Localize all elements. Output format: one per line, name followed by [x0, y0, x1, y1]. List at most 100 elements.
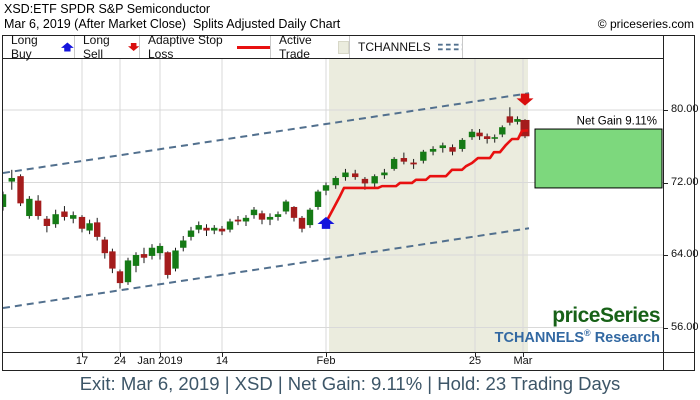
candle [306, 209, 314, 226]
legend-spacer [463, 36, 663, 58]
candle [250, 209, 258, 216]
x-tick-label: 25 [468, 355, 482, 367]
candle [86, 223, 93, 231]
legend-item-long-sell: Long Sell [75, 33, 140, 61]
candle [234, 219, 242, 222]
candle [274, 214, 282, 217]
adaptive-stop-loss-line [324, 129, 529, 223]
candle [420, 151, 427, 161]
tchannel-upper [3, 92, 530, 174]
candle [203, 227, 210, 231]
candle [483, 136, 491, 139]
chart-frame: Long Buy Long Sell Adaptive Stop Loss Ac… [2, 33, 699, 371]
stop-loss-line-icon [236, 45, 270, 49]
y-tick-label: 64.00 [671, 248, 699, 260]
x-tick [326, 353, 327, 357]
net-gain-label: Net Gain 9.11% [577, 116, 657, 128]
candle [109, 251, 116, 269]
net-gain-box [534, 128, 663, 189]
x-tick-label: Jan 2019 [137, 355, 183, 367]
candle [78, 216, 86, 229]
candle [43, 218, 51, 226]
y-tick [664, 327, 668, 329]
candle [361, 178, 369, 184]
candle [491, 137, 498, 139]
candle [70, 215, 77, 219]
legend-long-buy-label: Long Buy [11, 33, 38, 61]
candle [381, 172, 388, 176]
buy-arrow [317, 216, 335, 229]
candle [172, 250, 179, 269]
candle [400, 158, 408, 162]
candle [218, 228, 226, 232]
candle [148, 247, 156, 256]
candle [242, 217, 250, 222]
candle [124, 260, 132, 283]
candle [314, 191, 322, 207]
x-tick [160, 353, 161, 357]
candle [290, 206, 298, 218]
candle [429, 148, 437, 152]
candle [187, 230, 195, 237]
legend-item-long-buy: Long Buy [3, 33, 75, 61]
candle [449, 147, 456, 152]
legend-item-tchannels: TCHANNELS [350, 36, 463, 58]
candle [332, 177, 339, 186]
legend-item-active-trade: Active Trade [271, 33, 350, 61]
candle [94, 222, 101, 237]
candle [180, 240, 187, 248]
candle [282, 201, 290, 212]
candle [211, 227, 218, 231]
trade-summary: Exit: Mar 6, 2019 | XSD | Net Gain: 9.11… [79, 373, 621, 394]
y-tick [664, 182, 668, 184]
y-tick-label: 72.00 [671, 175, 699, 188]
x-tick [120, 353, 121, 357]
legend-active-trade-label: Active Trade [279, 33, 312, 61]
y-axis: 80.00 72.00 64.00 56.00 [664, 36, 699, 370]
candle [226, 221, 234, 230]
candle [156, 245, 164, 254]
x-tick-label: Mar [513, 355, 533, 367]
candle [499, 127, 506, 135]
legend-bar: Long Buy Long Sell Adaptive Stop Loss Ac… [3, 33, 663, 61]
candle [476, 132, 483, 137]
candle [506, 116, 514, 123]
y-tick [664, 255, 668, 256]
x-tick-label: 17 [75, 355, 89, 367]
legend-stop-loss-label: Adaptive Stop Loss [148, 33, 223, 61]
branding: priceSeries TCHANNELS® Research [494, 304, 661, 346]
legend-tchannels-label: TCHANNELS [358, 40, 431, 54]
candle [352, 173, 359, 178]
candle [520, 119, 530, 137]
candle [132, 255, 140, 266]
page-title: XSD:ETF SPDR S&P Semiconductor [4, 2, 211, 16]
sell-arrow [516, 93, 534, 106]
candle [258, 213, 266, 220]
price-chart-canvas: Net Gain 9.11% [3, 59, 663, 352]
candle [17, 176, 24, 204]
candle [439, 145, 446, 149]
x-tick-label: Feb [316, 355, 336, 367]
tchannels-research-label: TCHANNELS® Research [494, 328, 660, 346]
candle [116, 271, 124, 284]
axis-divider [663, 36, 664, 370]
x-tick [475, 353, 476, 357]
long-sell-arrow-icon [127, 43, 139, 51]
candle [298, 217, 306, 229]
candle [164, 252, 171, 275]
candle [34, 200, 42, 217]
candle [61, 211, 68, 217]
candle [3, 194, 7, 207]
y-tick-label: 80.00 [671, 103, 699, 115]
active-trade-shade [329, 59, 528, 352]
chart-subtitle: Mar 6, 2019 (After Market Close) Splits … [4, 17, 341, 31]
x-tick-label: 14 [215, 355, 229, 367]
x-axis: 17 24 Jan 2019 14 Feb 25 Mar [3, 352, 694, 371]
candle [514, 119, 521, 122]
candle [101, 239, 108, 254]
candle [390, 158, 398, 169]
tchannel-lower [3, 227, 530, 310]
candle [52, 214, 59, 225]
candle [140, 254, 148, 258]
candle [26, 198, 33, 217]
